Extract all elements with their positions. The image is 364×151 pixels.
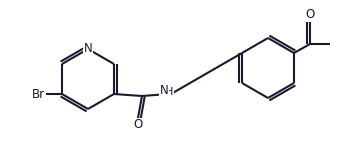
Text: H: H (165, 87, 173, 97)
Text: N: N (159, 84, 169, 96)
Text: Br: Br (31, 87, 44, 101)
Text: O: O (305, 8, 314, 21)
Text: O: O (133, 119, 143, 132)
Text: N: N (84, 42, 92, 56)
